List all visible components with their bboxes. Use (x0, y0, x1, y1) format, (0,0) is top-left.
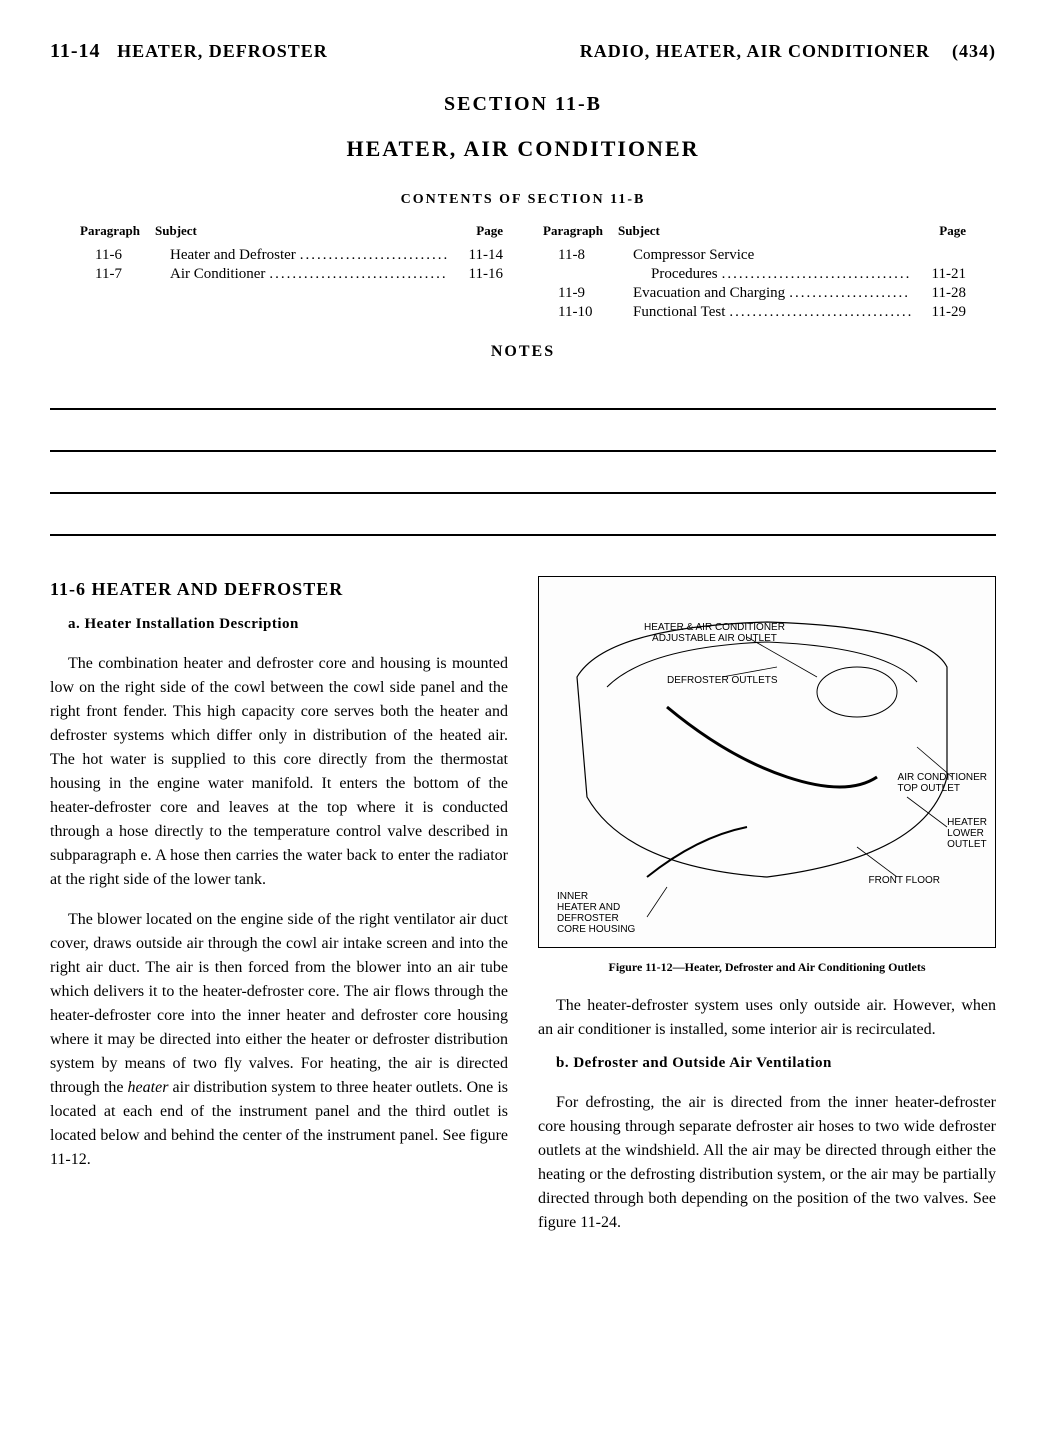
body-paragraph: The blower located on the engine side of… (50, 908, 508, 1172)
contents-heading: CONTENTS OF SECTION 11-B (50, 192, 996, 208)
left-column: 11-6 HEATER AND DEFROSTER a. Heater Inst… (50, 576, 508, 1239)
toc-subject: Procedures (633, 266, 911, 283)
page-number-right: (434) (952, 41, 996, 61)
header-left: 11-14 HEATER, DEFROSTER (50, 40, 328, 63)
toc-paragraph: 11-8 (543, 247, 633, 264)
rule-line (50, 502, 996, 536)
figure-caption: Figure 11-12—Heater, Defroster and Air C… (538, 958, 996, 976)
toc-paragraph: 11-10 (543, 304, 633, 321)
toc-subject: Air Conditioner (170, 266, 448, 283)
figure-label: AIR CONDITIONERTOP OUTLET (898, 772, 987, 794)
italic-text: heater (128, 1079, 169, 1096)
header-title-right: RADIO, HEATER, AIR CONDITIONER (580, 41, 930, 61)
toc-subject: Functional Test (633, 304, 911, 321)
content-columns: 11-6 HEATER AND DEFROSTER a. Heater Inst… (50, 576, 996, 1239)
toc-row: 11-8 Compressor Service (543, 247, 966, 264)
toc-header-subject: Subject (618, 223, 916, 239)
toc-paragraph: 11-7 (80, 266, 170, 283)
figure-label: INNERHEATER ANDDEFROSTERCORE HOUSING (557, 891, 635, 935)
toc-header-row: Paragraph Subject Page (543, 223, 966, 239)
toc-page: 11-14 (448, 247, 503, 264)
toc-subject: Compressor Service (633, 247, 911, 264)
right-column: HEATER & AIR CONDITIONERADJUSTABLE AIR O… (538, 576, 996, 1239)
toc-paragraph: 11-9 (543, 285, 633, 302)
toc-header-paragraph: Paragraph (80, 223, 155, 239)
toc-row: 11-9 Evacuation and Charging 11-28 (543, 285, 966, 302)
toc-header-paragraph: Paragraph (543, 223, 618, 239)
toc-row: 11-10 Functional Test 11-29 (543, 304, 966, 321)
toc-header-row: Paragraph Subject Page (80, 223, 503, 239)
paragraph-heading: 11-6 HEATER AND DEFROSTER (50, 576, 508, 603)
toc-page: 11-28 (911, 285, 966, 302)
toc-left-column: Paragraph Subject Page 11-6 Heater and D… (80, 223, 503, 323)
toc-subject: Heater and Defroster (170, 247, 448, 264)
sub-heading-a: a. Heater Installation Description (68, 613, 508, 636)
section-title: HEATER, AIR CONDITIONER (50, 136, 996, 162)
rule-line (50, 418, 996, 452)
rule-line (50, 376, 996, 410)
figure-label: HEATER & AIR CONDITIONERADJUSTABLE AIR O… (644, 622, 785, 644)
toc-paragraph: 11-6 (80, 247, 170, 264)
figure-label: HEATERLOWEROUTLET (947, 817, 987, 850)
figure-label: FRONT FLOOR (869, 875, 940, 886)
toc-subject: Evacuation and Charging (633, 285, 911, 302)
figure-label: DEFROSTER OUTLETS (667, 675, 778, 686)
toc-right-column: Paragraph Subject Page 11-8 Compressor S… (543, 223, 966, 323)
toc-row: 11-6 Heater and Defroster 11-14 (80, 247, 503, 264)
table-of-contents: Paragraph Subject Page 11-6 Heater and D… (50, 223, 996, 323)
toc-page: 11-29 (911, 304, 966, 321)
notes-heading: NOTES (50, 343, 996, 361)
rule-line (50, 460, 996, 494)
page-number-left: 11-14 (50, 40, 101, 62)
toc-page: 11-21 (911, 266, 966, 283)
section-number: SECTION 11-B (50, 93, 996, 116)
notes-lines (50, 376, 996, 536)
toc-header-page: Page (453, 223, 503, 239)
toc-header-page: Page (916, 223, 966, 239)
page-header: 11-14 HEATER, DEFROSTER RADIO, HEATER, A… (50, 40, 996, 63)
body-paragraph: The heater-defroster system uses only ou… (538, 994, 996, 1042)
figure-illustration: HEATER & AIR CONDITIONERADJUSTABLE AIR O… (538, 576, 996, 948)
body-paragraph: For defrosting, the air is directed from… (538, 1091, 996, 1235)
body-paragraph: The combination heater and defroster cor… (50, 652, 508, 892)
toc-header-subject: Subject (155, 223, 453, 239)
header-title-left: HEATER, DEFROSTER (117, 41, 328, 61)
toc-page: 11-16 (448, 266, 503, 283)
header-right: RADIO, HEATER, AIR CONDITIONER (434) (580, 41, 996, 62)
sub-heading-b: b. Defroster and Outside Air Ventilation (556, 1052, 996, 1075)
toc-row: Procedures 11-21 (543, 266, 966, 283)
toc-row: 11-7 Air Conditioner 11-16 (80, 266, 503, 283)
